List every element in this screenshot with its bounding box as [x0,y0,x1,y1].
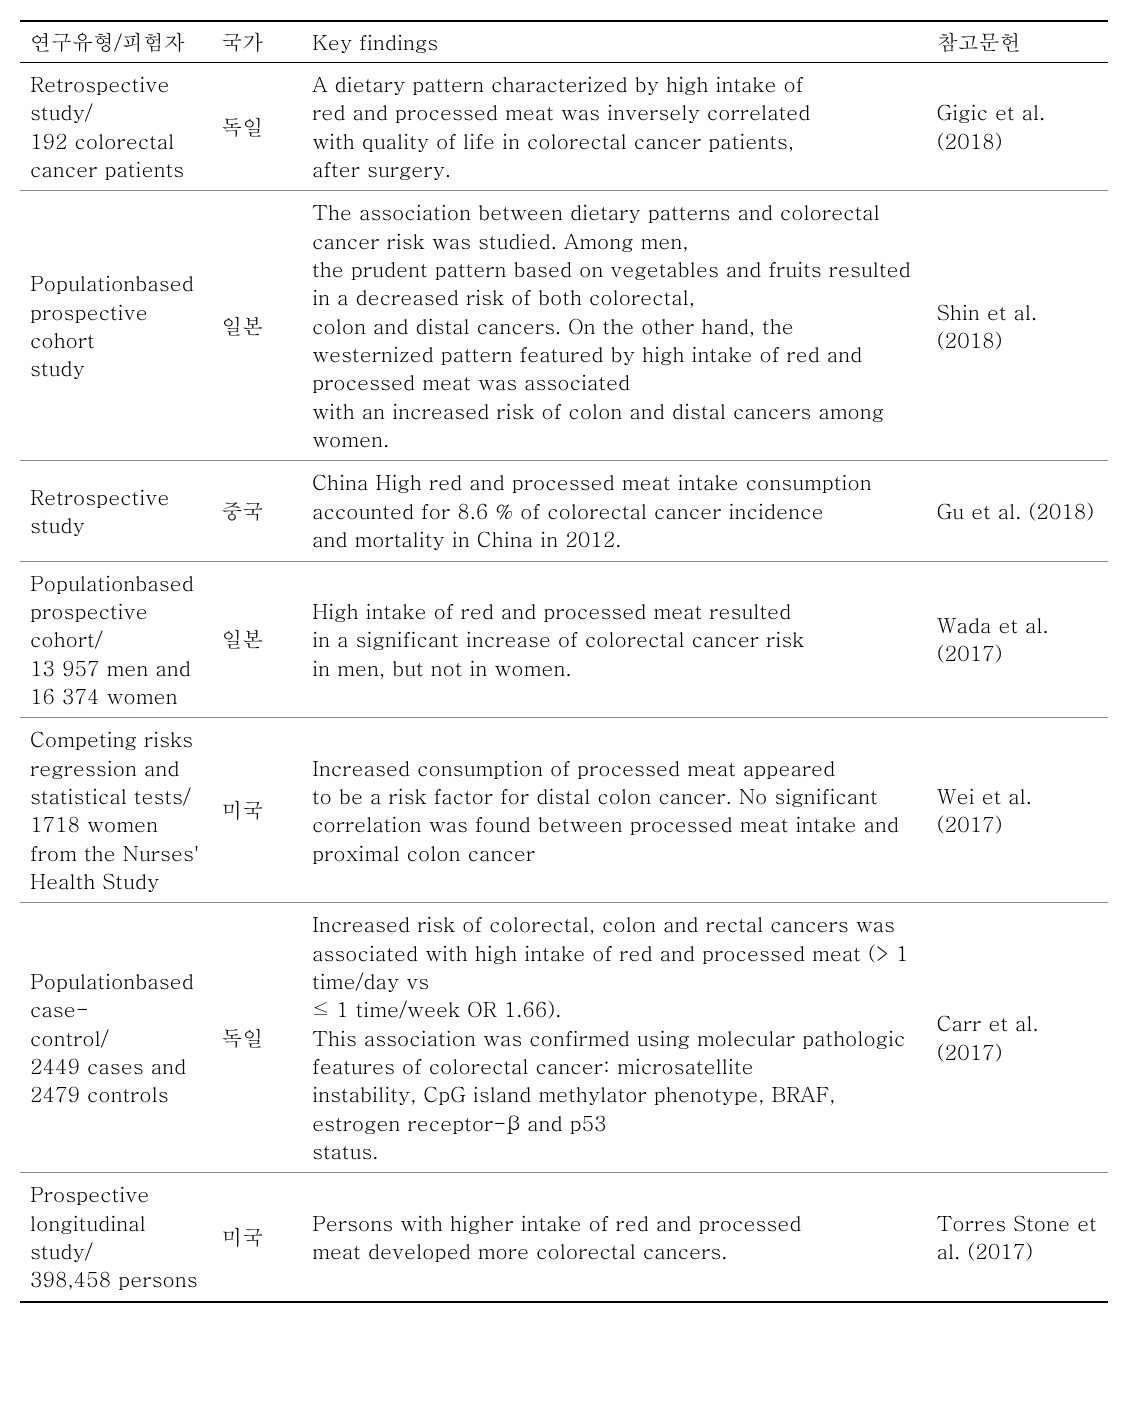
table-row: Retrospective study/192 colorectal cance… [20,63,1108,191]
table-row: Competing risks regression and statistic… [20,718,1108,903]
cell-reference: Wada et al. (2017) [927,561,1108,718]
cell-reference: Gigic et al. (2018) [927,63,1108,191]
cell-findings: Persons with higher intake of red and pr… [302,1173,927,1302]
cell-findings: Increased risk of colorectal, colon and … [302,903,927,1173]
col-header-reference: 참고문헌 [927,21,1108,63]
col-header-findings: Key findings [302,21,927,63]
cell-country: 일본 [211,191,302,461]
cell-findings: High intake of red and processed meat re… [302,561,927,718]
table-header: 연구유형/피험자 국가 Key findings 참고문헌 [20,21,1108,63]
cell-findings: China High red and processed meat intake… [302,461,927,561]
table-row: Populationbased prospective cohort/13 95… [20,561,1108,718]
cell-country: 독일 [211,903,302,1173]
col-header-study: 연구유형/피험자 [20,21,211,63]
table-row: Populationbased case-control/2449 cases … [20,903,1108,1173]
cell-country: 미국 [211,718,302,903]
col-header-country: 국가 [211,21,302,63]
cell-study: Competing risks regression and statistic… [20,718,211,903]
cell-study: Retrospective study [20,461,211,561]
cell-findings: The association between dietary patterns… [302,191,927,461]
cell-findings: A dietary pattern characterized by high … [302,63,927,191]
table-row: Populationbased prospective cohortstudy … [20,191,1108,461]
cell-reference: Torres Stone et al. (2017) [927,1173,1108,1302]
studies-table: 연구유형/피험자 국가 Key findings 참고문헌 Retrospect… [20,20,1108,1303]
table-row: Prospective longitudinal study/398,458 p… [20,1173,1108,1302]
cell-country: 독일 [211,63,302,191]
cell-study: Populationbased prospective cohortstudy [20,191,211,461]
cell-findings: Increased consumption of processed meat … [302,718,927,903]
cell-study: Populationbased prospective cohort/13 95… [20,561,211,718]
cell-reference: Wei et al. (2017) [927,718,1108,903]
cell-reference: Carr et al. (2017) [927,903,1108,1173]
table-body: Retrospective study/192 colorectal cance… [20,63,1108,1302]
cell-reference: Gu et al. (2018) [927,461,1108,561]
cell-reference: Shin et al. (2018) [927,191,1108,461]
cell-study: Populationbased case-control/2449 cases … [20,903,211,1173]
cell-study: Prospective longitudinal study/398,458 p… [20,1173,211,1302]
table-row: Retrospective study 중국 China High red an… [20,461,1108,561]
cell-country: 중국 [211,461,302,561]
cell-country: 일본 [211,561,302,718]
cell-study: Retrospective study/192 colorectal cance… [20,63,211,191]
cell-country: 미국 [211,1173,302,1302]
